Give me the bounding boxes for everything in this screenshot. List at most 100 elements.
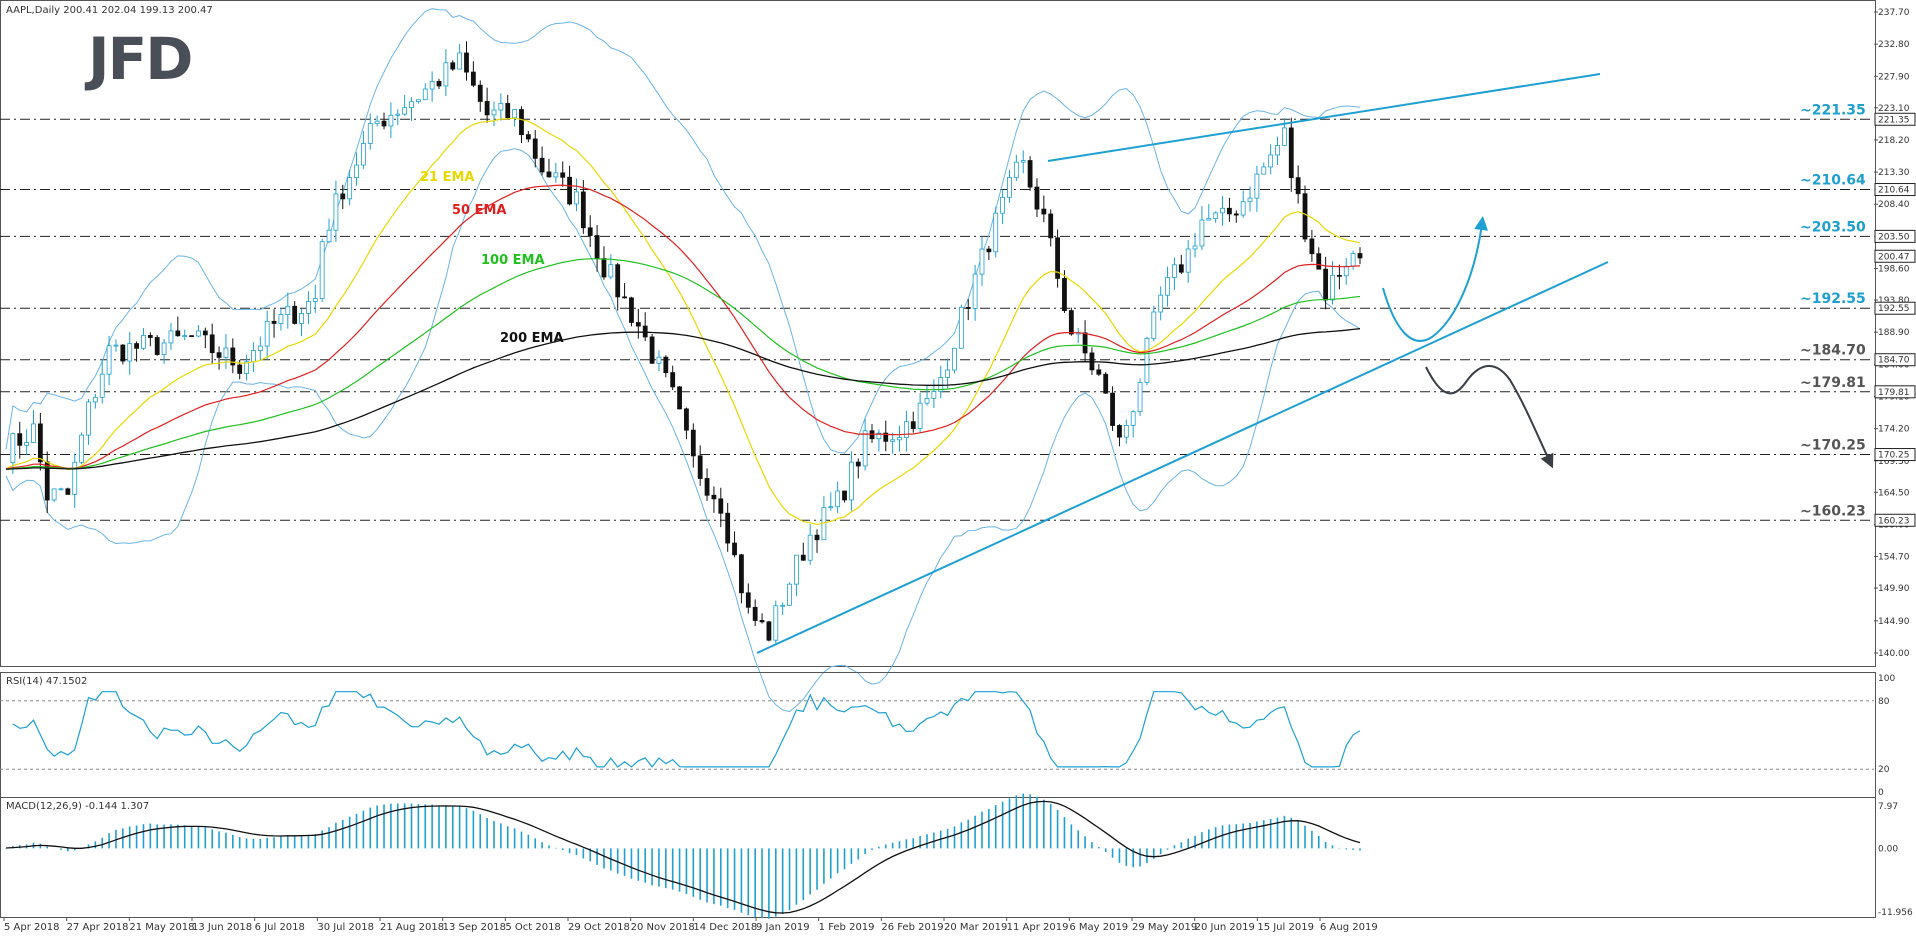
candle-body (539, 157, 545, 173)
candle-body (319, 241, 325, 299)
candle-body (457, 52, 463, 70)
candle-body (1350, 253, 1356, 267)
candle-body (711, 494, 717, 500)
candle-body (99, 373, 105, 398)
candle-body (835, 490, 841, 508)
date-label: 9 Jan 2019 (756, 922, 810, 933)
candle-body (216, 352, 222, 358)
candle-body (663, 356, 669, 373)
candle-body (1103, 373, 1109, 394)
candle-body (794, 554, 799, 585)
candle-body (725, 512, 731, 544)
candle-body (876, 432, 882, 440)
candle-body (1275, 145, 1280, 156)
level-label: ~160.23 (1800, 503, 1866, 519)
date-label: 6 Jul 2018 (255, 922, 305, 933)
rsi-tick-label: 80 (1878, 697, 1890, 707)
candle-body (752, 606, 758, 621)
date-label: 13 Jun 2018 (192, 922, 252, 933)
candle-body (106, 345, 112, 375)
candle-body (897, 437, 902, 441)
date-label: 27 Apr 2018 (67, 922, 129, 933)
rsi-tick-label: 20 (1878, 765, 1890, 775)
candle-body (31, 423, 36, 443)
ema-label: 21 EMA (420, 170, 475, 185)
candle-body (903, 421, 909, 438)
price-tick-label: 232.80 (1878, 40, 1910, 50)
candle-body (759, 620, 765, 623)
candle-body (470, 71, 476, 86)
candle-body (278, 314, 284, 324)
candle-body (1316, 253, 1322, 270)
candle-body (264, 320, 270, 347)
candle-body (704, 478, 710, 496)
candle-body (230, 347, 236, 366)
level-box-label: 203.50 (1878, 232, 1910, 242)
level-label: ~192.55 (1800, 291, 1866, 307)
candle-body (910, 421, 916, 429)
candle-body (1199, 219, 1205, 247)
candle-body (1336, 274, 1342, 277)
bullish-arrow (1382, 216, 1489, 342)
level-box-label: 184.70 (1878, 356, 1910, 366)
candle-body (436, 80, 442, 87)
candle-body (422, 88, 428, 101)
candle-body (1357, 253, 1363, 259)
candle-body (1261, 166, 1267, 175)
candle-body (986, 248, 992, 253)
level-box (1874, 301, 1916, 315)
candle-body (209, 334, 215, 354)
candle-body (745, 592, 751, 608)
ema-labels: 21 EMA 50 EMA 100 EMA 200 EMA (420, 170, 564, 346)
candle-body (464, 52, 469, 73)
macd-signal-line (5, 800, 1361, 914)
candle-body (1247, 197, 1253, 203)
level-label: ~203.50 (1800, 219, 1866, 235)
candle-body (1192, 245, 1198, 250)
jfd-logo: JFD (88, 25, 193, 93)
candle-body (299, 313, 304, 324)
ema-line (5, 328, 1361, 470)
candle-body (546, 171, 552, 178)
candle-body (560, 172, 566, 178)
candle-body (237, 364, 243, 374)
candle-body (677, 386, 682, 410)
candle-body (1055, 237, 1060, 279)
candle-body (1343, 265, 1349, 277)
candle-body (333, 193, 339, 231)
candle-body (484, 101, 490, 116)
candle-body (649, 336, 655, 364)
candle-body (1110, 392, 1115, 426)
candle-body (271, 320, 277, 324)
level-box-label: 160.23 (1878, 516, 1910, 526)
candle-body (773, 605, 779, 641)
candle-body (498, 103, 504, 111)
rsi-panel-title: RSI(14) 47.1502 (6, 676, 87, 687)
candle-body (367, 123, 373, 144)
candle-body (1007, 177, 1012, 198)
price-tick-label: 193.80 (1878, 296, 1910, 306)
candle-body (175, 330, 181, 337)
candle-body (766, 621, 772, 641)
candle-body (1206, 218, 1212, 221)
candle-body (79, 434, 85, 463)
level-box (1874, 513, 1916, 527)
candle-body (1240, 201, 1246, 216)
ema-label: 200 EMA (500, 331, 564, 346)
candle-body (257, 345, 263, 351)
candle-body (848, 461, 854, 501)
candle-body (1220, 207, 1225, 214)
candle-body (807, 534, 813, 561)
candle-body (697, 455, 703, 479)
candle-body (147, 335, 153, 338)
level-label: ~184.70 (1800, 343, 1866, 359)
candle-body (972, 273, 978, 309)
candle-body (285, 305, 291, 315)
price-tick-label: 213.30 (1878, 168, 1910, 178)
candle-body (615, 264, 621, 298)
candle-body (945, 369, 951, 378)
candle-body (608, 264, 614, 278)
candle-body (1185, 248, 1191, 273)
scenario-arrows (1382, 216, 1554, 469)
